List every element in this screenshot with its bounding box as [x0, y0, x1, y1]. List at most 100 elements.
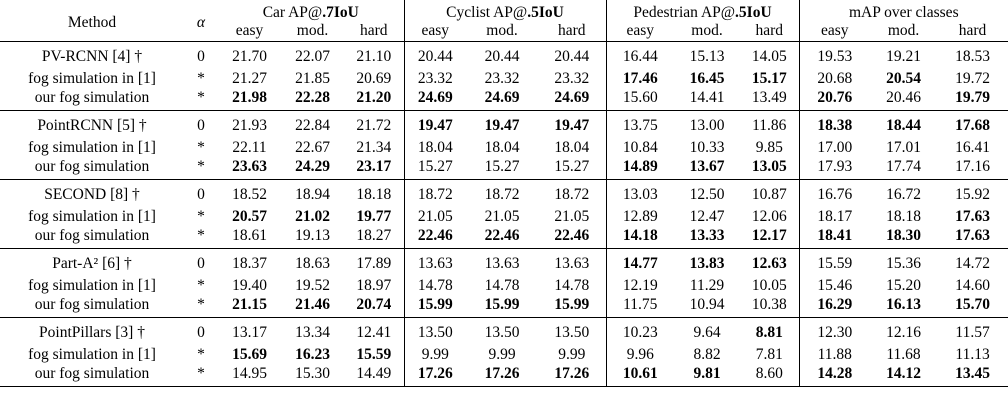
alpha-cell: 0: [184, 110, 218, 138]
value-cell: 15.30: [281, 364, 344, 387]
value-cell: 18.94: [281, 179, 344, 207]
value-cell: 18.53: [937, 41, 1008, 69]
value-cell: 18.17: [798, 207, 871, 226]
value-cell: 17.46: [605, 69, 674, 88]
value-cell: 13.67: [689, 158, 725, 175]
pedestrian-easy-header: easy: [605, 22, 674, 42]
value-cell: 17.26: [466, 364, 538, 387]
value-cell: 15.99: [554, 296, 590, 313]
value-cell: 22.28: [295, 89, 330, 106]
value-cell: 20.69: [356, 70, 392, 87]
value-cell: 19.47: [538, 110, 606, 138]
value-cell: 16.72: [870, 179, 938, 207]
value-cell: 17.01: [886, 139, 921, 156]
value-cell: 18.41: [798, 226, 871, 249]
value-cell: 10.94: [689, 296, 725, 313]
alpha-cell: 0: [184, 317, 218, 345]
value-cell: 14.78: [403, 276, 466, 295]
value-cell: 9.99: [558, 346, 586, 363]
alpha-cell: *: [197, 346, 205, 363]
value-cell: 15.46: [798, 276, 871, 295]
value-cell: 12.63: [740, 248, 800, 276]
value-cell: 18.72: [403, 179, 466, 207]
value-cell: 18.72: [466, 179, 538, 207]
value-cell: 21.34: [356, 139, 392, 156]
value-cell: 21.93: [218, 110, 281, 138]
value-cell: 21.70: [218, 41, 281, 69]
alpha-cell: *: [197, 70, 205, 87]
value-cell: 19.52: [295, 277, 330, 294]
value-cell: 13.33: [689, 227, 725, 244]
table-row: fog simulation in [1] * 19.40 19.52 18.97 14.…: [0, 276, 1008, 295]
pedestrian-group-header: Pedestrian AP@.5IoU: [605, 0, 800, 22]
method-cell: Part-A² [6] †: [0, 248, 184, 276]
table-row: our fog simulation * 23.63 24.29 23.17 15.27 1…: [0, 157, 1008, 180]
value-cell: 13.05: [751, 158, 787, 175]
value-cell: 12.30: [798, 317, 871, 345]
pedestrian-hard-header: hard: [755, 22, 784, 39]
value-cell: 17.26: [403, 364, 466, 387]
value-cell: 21.98: [232, 89, 267, 106]
value-cell: 10.61: [605, 364, 674, 387]
value-cell: 22.84: [281, 110, 344, 138]
value-cell: 14.77: [605, 248, 674, 276]
value-cell: 21.05: [484, 208, 520, 225]
value-cell: 20.44: [538, 41, 606, 69]
value-cell: 15.92: [937, 179, 1008, 207]
value-cell: 23.32: [484, 70, 520, 87]
map-easy-header: easy: [798, 22, 871, 42]
value-cell: 10.87: [740, 179, 800, 207]
method-cell: fog simulation in [1]: [28, 139, 156, 156]
value-cell: 11.29: [689, 277, 725, 294]
value-cell: 10.84: [605, 138, 674, 157]
value-cell: 11.68: [886, 346, 921, 363]
value-cell: 21.05: [403, 207, 466, 226]
value-cell: 24.69: [484, 89, 520, 106]
car-group-header: Car AP@.7IoU: [262, 4, 359, 21]
value-cell: 22.46: [403, 226, 466, 249]
car-easy-header: easy: [235, 22, 264, 39]
value-cell: 18.63: [281, 248, 344, 276]
cyclist-mod-header: mod.: [486, 22, 518, 39]
table-body: PV-RCNN [4] † 0 21.70 22.07 21.10 20.44 20.44 2…: [0, 41, 1008, 387]
table-row: fog simulation in [1] * 20.57 21.02 19.77 21.…: [0, 207, 1008, 226]
value-cell: 12.47: [689, 208, 725, 225]
value-cell: 20.57: [232, 208, 267, 225]
value-cell: 14.95: [218, 364, 281, 387]
value-cell: 12.89: [605, 207, 674, 226]
value-cell: 15.70: [955, 296, 990, 313]
value-cell: 20.44: [403, 41, 466, 69]
table-row: PV-RCNN [4] † 0 21.70 22.07 21.10 20.44 20.44 2…: [0, 41, 1008, 69]
value-cell: 19.13: [295, 227, 330, 244]
header-row-difficulty: easy mod. hard easy mod. hard easy mod. hard easy…: [0, 22, 1008, 42]
cyclist-easy-header: easy: [403, 22, 466, 42]
value-cell: 13.63: [466, 248, 538, 276]
value-cell: 22.11: [232, 139, 267, 156]
value-cell: 24.29: [295, 158, 330, 175]
value-cell: 17.00: [798, 138, 871, 157]
cyclist-group-header: Cyclist AP@.5IoU: [403, 0, 606, 22]
value-cell: 19.47: [466, 110, 538, 138]
value-cell: 19.21: [870, 41, 938, 69]
value-cell: 13.49: [751, 89, 787, 106]
value-cell: 7.81: [755, 346, 783, 363]
table-row: fog simulation in [1] * 15.69 16.23 15.59 9.9…: [0, 345, 1008, 364]
value-cell: 13.83: [674, 248, 740, 276]
value-cell: 11.57: [937, 317, 1008, 345]
value-cell: 15.27: [554, 158, 590, 175]
value-cell: 13.63: [403, 248, 466, 276]
alpha-cell: 0: [184, 248, 218, 276]
value-cell: 16.45: [689, 70, 725, 87]
value-cell: 18.72: [538, 179, 606, 207]
value-cell: 21.05: [554, 208, 590, 225]
method-cell: fog simulation in [1]: [28, 346, 156, 363]
value-cell: 22.67: [295, 139, 330, 156]
value-cell: 13.50: [466, 317, 538, 345]
value-cell: 18.97: [356, 277, 392, 294]
value-cell: 23.63: [232, 158, 267, 175]
value-cell: 9.96: [605, 345, 674, 364]
alpha-header: α: [196, 13, 206, 31]
method-cell: fog simulation in [1]: [28, 70, 156, 87]
method-cell: PV-RCNN [4] †: [0, 41, 184, 69]
value-cell: 18.38: [798, 110, 871, 138]
